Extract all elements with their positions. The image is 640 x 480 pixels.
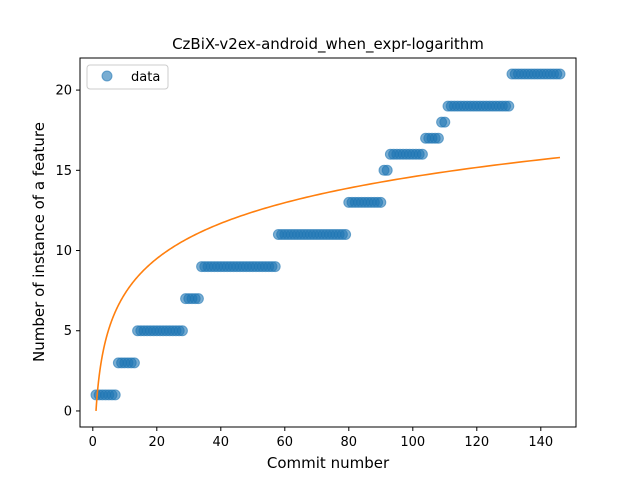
legend-label-data: data bbox=[131, 70, 160, 85]
x-tick-label: 120 bbox=[464, 435, 489, 450]
data-point bbox=[381, 164, 393, 176]
y-axis-ticks: 0 5 10 15 20 bbox=[55, 84, 80, 419]
plot-area bbox=[90, 68, 566, 412]
y-tick-label: 0 bbox=[64, 404, 72, 419]
x-tick-label: 40 bbox=[213, 435, 230, 450]
data-point bbox=[109, 389, 121, 401]
data-point bbox=[176, 325, 188, 337]
data-point bbox=[432, 132, 444, 144]
x-tick-label: 60 bbox=[277, 435, 294, 450]
plot-frame bbox=[79, 57, 577, 428]
data-point bbox=[192, 293, 204, 305]
scatter-series-data bbox=[90, 68, 566, 401]
x-tick-label: 0 bbox=[89, 435, 97, 450]
y-tick-label: 20 bbox=[55, 84, 72, 99]
y-tick-label: 5 bbox=[64, 324, 72, 339]
data-point bbox=[269, 261, 281, 273]
data-point bbox=[439, 116, 451, 128]
chart-title: CzBiX-v2ex-android_when_expr-logarithm bbox=[172, 35, 484, 54]
data-point bbox=[375, 196, 387, 208]
x-tick-label: 20 bbox=[149, 435, 166, 450]
data-point bbox=[128, 357, 140, 369]
x-axis-ticks: 0 20 40 60 80 100 120 140 bbox=[89, 427, 553, 450]
x-tick-label: 100 bbox=[400, 435, 425, 450]
data-point bbox=[554, 68, 566, 80]
x-tick-label: 80 bbox=[341, 435, 358, 450]
x-tick-label: 140 bbox=[528, 435, 553, 450]
y-tick-label: 15 bbox=[55, 164, 72, 179]
data-point bbox=[503, 100, 515, 112]
fit-line bbox=[95, 156, 561, 412]
data-point bbox=[416, 148, 428, 160]
y-axis-label: Number of instance of a feature bbox=[30, 122, 48, 362]
x-axis-label: Commit number bbox=[267, 454, 390, 472]
data-point bbox=[340, 228, 352, 240]
y-tick-label: 10 bbox=[55, 244, 72, 259]
fit-line-series bbox=[95, 156, 561, 412]
legend-marker-data bbox=[101, 70, 113, 82]
legend: data bbox=[86, 64, 169, 90]
